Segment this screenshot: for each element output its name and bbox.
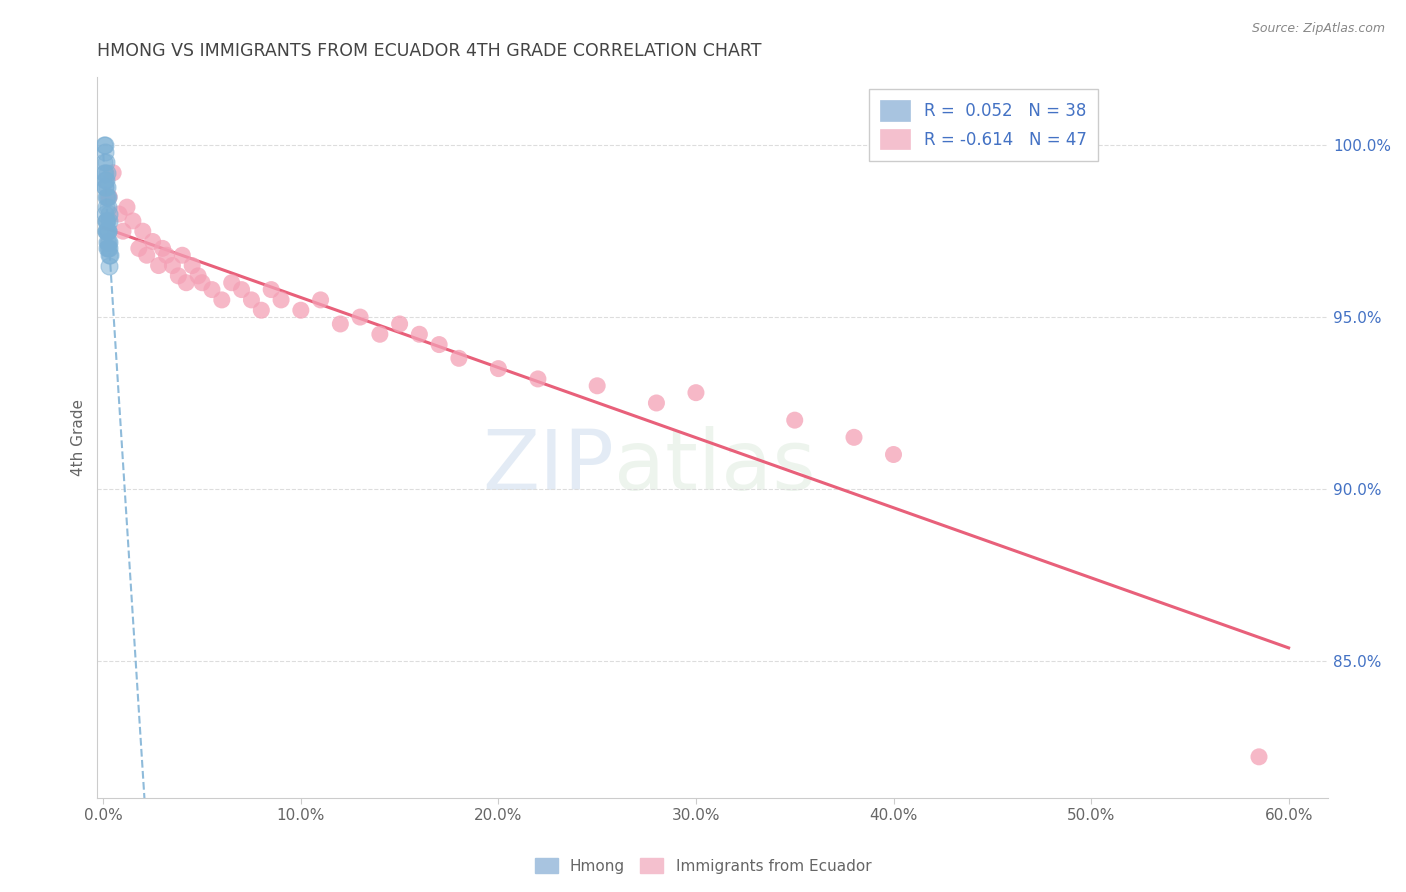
Point <box>94 190 117 204</box>
Point <box>96 224 118 238</box>
Point <box>221 276 243 290</box>
Point <box>94 138 117 153</box>
Point <box>96 172 118 186</box>
Point <box>96 166 118 180</box>
Point <box>94 179 117 194</box>
Point <box>155 248 177 262</box>
Text: HMONG VS IMMIGRANTS FROM ECUADOR 4TH GRADE CORRELATION CHART: HMONG VS IMMIGRANTS FROM ECUADOR 4TH GRA… <box>97 42 762 60</box>
Point <box>148 259 170 273</box>
Point <box>94 155 117 169</box>
Y-axis label: 4th Grade: 4th Grade <box>72 399 86 475</box>
Point <box>108 207 131 221</box>
Point <box>97 241 120 255</box>
Point <box>128 241 150 255</box>
Point <box>94 166 117 180</box>
Point <box>201 283 224 297</box>
Point <box>368 327 391 342</box>
Point <box>162 259 184 273</box>
Point <box>96 214 118 228</box>
Point <box>1247 749 1270 764</box>
Point <box>93 166 115 180</box>
Point <box>112 224 135 238</box>
Point <box>98 190 121 204</box>
Point <box>309 293 332 307</box>
Point <box>427 337 450 351</box>
Point <box>882 448 904 462</box>
Point <box>97 224 120 238</box>
Point <box>98 248 121 262</box>
Point <box>260 283 283 297</box>
Point <box>349 310 371 324</box>
Text: ZIP: ZIP <box>482 425 614 507</box>
Point <box>408 327 430 342</box>
Point <box>685 385 707 400</box>
Point <box>96 241 118 255</box>
Text: atlas: atlas <box>614 425 815 507</box>
Point <box>101 166 124 180</box>
Point <box>135 248 157 262</box>
Legend: Hmong, Immigrants from Ecuador: Hmong, Immigrants from Ecuador <box>529 852 877 880</box>
Point <box>290 303 312 318</box>
Point <box>250 303 273 318</box>
Point <box>172 248 194 262</box>
Point <box>174 276 197 290</box>
Point <box>115 200 138 214</box>
Point <box>329 317 352 331</box>
Point <box>96 235 118 249</box>
Point <box>586 379 609 393</box>
Point <box>94 172 117 186</box>
Point <box>97 207 120 221</box>
Point <box>94 179 117 194</box>
Point <box>98 259 121 273</box>
Point <box>93 155 115 169</box>
Point <box>94 214 117 228</box>
Point <box>270 293 292 307</box>
Point <box>97 224 120 238</box>
Legend: R =  0.052   N = 38, R = -0.614   N = 47: R = 0.052 N = 38, R = -0.614 N = 47 <box>869 88 1098 161</box>
Point <box>96 190 118 204</box>
Point <box>211 293 233 307</box>
Point <box>98 248 121 262</box>
Point <box>645 396 668 410</box>
Point <box>240 293 263 307</box>
Point <box>527 372 550 386</box>
Point <box>167 268 190 283</box>
Point <box>191 276 214 290</box>
Point <box>96 214 118 228</box>
Point <box>181 259 204 273</box>
Point <box>97 241 120 255</box>
Point <box>783 413 806 427</box>
Point <box>842 430 865 444</box>
Point <box>94 207 117 221</box>
Text: Source: ZipAtlas.com: Source: ZipAtlas.com <box>1251 22 1385 36</box>
Point <box>152 241 174 255</box>
Point <box>187 268 209 283</box>
Point <box>97 235 120 249</box>
Point <box>132 224 155 238</box>
Point <box>388 317 411 331</box>
Point <box>96 224 118 238</box>
Point <box>93 138 115 153</box>
Point <box>142 235 165 249</box>
Point <box>94 224 117 238</box>
Point <box>447 351 470 366</box>
Point <box>96 200 118 214</box>
Point <box>97 235 120 249</box>
Point <box>97 200 120 214</box>
Point <box>94 145 117 160</box>
Point <box>96 179 118 194</box>
Point <box>98 214 121 228</box>
Point <box>486 361 509 376</box>
Point <box>97 190 120 204</box>
Point <box>231 283 253 297</box>
Point <box>122 214 145 228</box>
